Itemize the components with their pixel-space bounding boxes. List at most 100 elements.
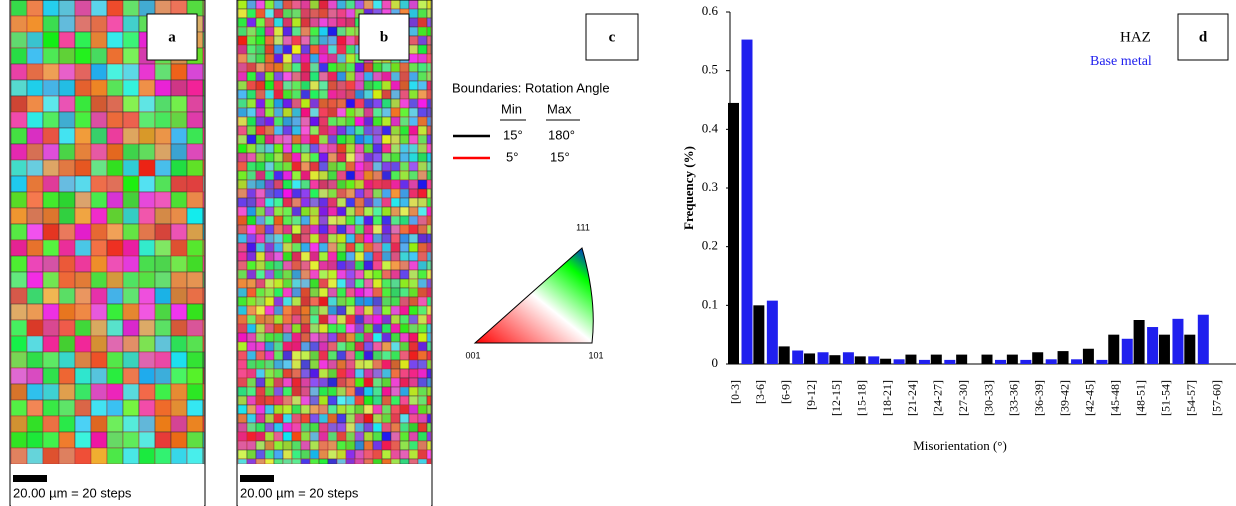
grain bbox=[106, 239, 124, 257]
grain bbox=[426, 161, 432, 172]
grain bbox=[291, 296, 302, 307]
grain bbox=[318, 134, 329, 145]
grain bbox=[327, 449, 338, 460]
grain bbox=[74, 415, 92, 433]
grain bbox=[10, 287, 28, 305]
grain bbox=[318, 80, 329, 91]
grain bbox=[273, 422, 284, 433]
x-tick-label: [21-24] bbox=[905, 380, 919, 416]
grain bbox=[202, 175, 205, 193]
grain bbox=[327, 296, 338, 307]
grain bbox=[399, 323, 410, 334]
grain bbox=[318, 332, 329, 343]
grain bbox=[282, 269, 293, 280]
grain bbox=[255, 26, 266, 37]
grain bbox=[300, 80, 311, 91]
grain bbox=[345, 431, 356, 442]
grain bbox=[154, 319, 172, 337]
grain bbox=[336, 368, 347, 379]
grain bbox=[264, 395, 275, 406]
grain bbox=[417, 179, 428, 190]
grain bbox=[336, 350, 347, 361]
grain bbox=[26, 95, 44, 113]
grain bbox=[186, 271, 204, 289]
bar bbox=[792, 350, 804, 364]
grain bbox=[372, 278, 383, 289]
grain bbox=[354, 332, 365, 343]
grain bbox=[426, 395, 432, 406]
grain bbox=[282, 296, 293, 307]
grain bbox=[327, 440, 338, 451]
grain bbox=[309, 152, 320, 163]
grain bbox=[354, 251, 365, 262]
grain bbox=[202, 383, 205, 401]
grain bbox=[381, 89, 392, 100]
grain bbox=[264, 35, 275, 46]
grain bbox=[122, 319, 140, 337]
grain bbox=[327, 269, 338, 280]
panel-frame bbox=[9, 0, 206, 506]
grain bbox=[90, 271, 108, 289]
grain bbox=[408, 458, 419, 465]
grain bbox=[390, 458, 401, 465]
grain bbox=[300, 458, 311, 465]
grain bbox=[10, 191, 28, 209]
grain bbox=[246, 89, 257, 100]
grain bbox=[246, 0, 257, 10]
grain bbox=[138, 63, 156, 81]
grain bbox=[106, 351, 124, 369]
grain bbox=[390, 89, 401, 100]
scale-text: 20.00 µm = 20 steps bbox=[13, 485, 132, 500]
grain bbox=[282, 395, 293, 406]
grain bbox=[372, 80, 383, 91]
grain bbox=[74, 255, 92, 273]
grain bbox=[237, 269, 248, 280]
grain bbox=[246, 422, 257, 433]
grain bbox=[300, 161, 311, 172]
grain bbox=[363, 305, 374, 316]
grain bbox=[237, 413, 248, 424]
grain bbox=[255, 350, 266, 361]
grain bbox=[291, 287, 302, 298]
grain bbox=[273, 107, 284, 118]
grain bbox=[363, 449, 374, 460]
grain bbox=[282, 188, 293, 199]
grain bbox=[291, 0, 302, 10]
grain bbox=[291, 260, 302, 271]
grain bbox=[345, 44, 356, 55]
grain bbox=[10, 175, 28, 193]
grain bbox=[372, 269, 383, 280]
grain bbox=[327, 53, 338, 64]
grain bbox=[291, 134, 302, 145]
grain bbox=[327, 215, 338, 226]
grain bbox=[106, 143, 124, 161]
grain bbox=[327, 170, 338, 181]
grain bbox=[273, 287, 284, 298]
grain bbox=[372, 377, 383, 388]
grain bbox=[399, 377, 410, 388]
grain bbox=[90, 447, 108, 465]
grain bbox=[336, 71, 347, 82]
grain bbox=[426, 413, 432, 424]
grain bbox=[170, 175, 188, 193]
grain bbox=[408, 260, 419, 271]
grain bbox=[408, 278, 419, 289]
grain bbox=[273, 170, 284, 181]
grain bbox=[336, 251, 347, 262]
grain bbox=[363, 215, 374, 226]
grain bbox=[345, 0, 356, 10]
grain bbox=[138, 175, 156, 193]
grain bbox=[309, 260, 320, 271]
grain bbox=[273, 98, 284, 109]
grain bbox=[300, 323, 311, 334]
grain bbox=[372, 287, 383, 298]
grain bbox=[10, 63, 28, 81]
grain bbox=[381, 179, 392, 190]
grain bbox=[282, 71, 293, 82]
grain bbox=[291, 332, 302, 343]
grain bbox=[264, 350, 275, 361]
grain bbox=[106, 175, 124, 193]
grain bbox=[390, 161, 401, 172]
grain bbox=[336, 314, 347, 325]
grain bbox=[336, 152, 347, 163]
